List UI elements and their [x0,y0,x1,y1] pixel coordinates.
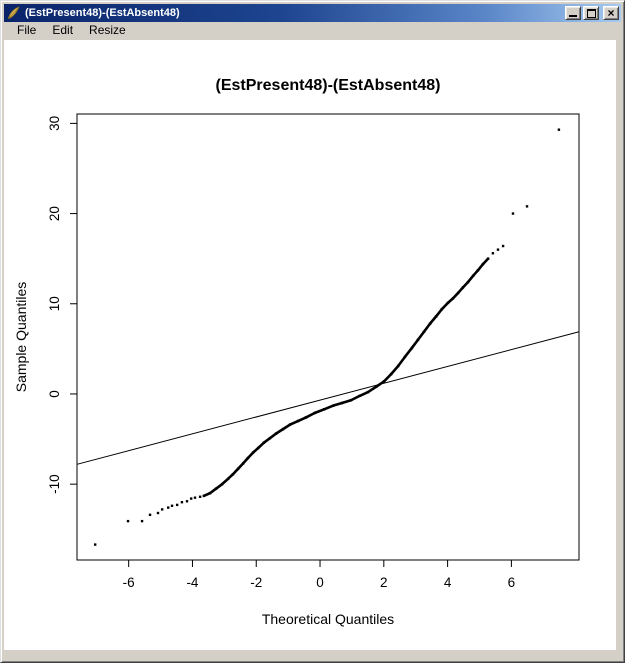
plot-box [76,113,580,561]
plot-title: (EstPresent48)-(EstAbsent48) [216,77,441,94]
menu-bar: File Edit Resize [4,22,621,40]
data-point [501,244,505,248]
data-band-segment [349,394,362,402]
reference-line [76,331,580,465]
data-band-segment [389,364,400,376]
data-point [170,504,174,507]
x-tick-label: -4 [186,575,198,590]
data-band-segment [288,419,300,426]
data-point [148,513,152,517]
y-tick-label: 0 [47,390,62,398]
title-bar[interactable]: (EstPresent48)-(EstAbsent48) × [4,4,621,22]
x-tick-label: -2 [250,575,262,590]
minimize-button[interactable] [565,6,581,20]
y-tick-label: 20 [47,206,62,221]
minimize-icon [569,15,577,17]
data-band-segment [428,315,438,325]
data-band-segment [340,398,353,405]
data-band-segment [422,322,432,334]
data-point [525,205,529,208]
data-point [126,519,130,523]
data-band-segment [374,380,386,389]
data-band-segment [366,385,378,394]
data-band-segment [434,307,444,318]
data-point [511,212,515,215]
y-tick-label: 10 [47,296,62,311]
y-axis-label: Sample Quantiles [13,282,29,393]
data-point [167,506,170,509]
data-band-segment [396,355,407,368]
x-tick-label: 6 [508,575,516,590]
qq-plot: (EstPresent48)-(EstAbsent48) -6 -4 -2 0 2 4 6 -1… [13,77,580,627]
close-button[interactable]: × [603,6,619,20]
plot-canvas: (EstPresent48)-(EstAbsent48) -6 -4 -2 0 2 4 6 -1… [4,40,616,650]
menu-item-file[interactable]: File [17,23,37,37]
data-band-segment [322,404,335,411]
menu-item-resize[interactable]: Resize [89,23,126,37]
data-point [180,500,184,504]
data-band-segment [403,346,414,359]
data-point [557,128,561,131]
x-tick-label: 2 [380,575,388,590]
data-point [175,503,179,507]
data-point [496,248,500,251]
data-band-segment [331,401,344,407]
data-point [185,500,189,503]
data-point [160,508,164,511]
data-point [140,519,144,523]
x-tick-label: 4 [444,575,452,590]
x-tick-label: 0 [316,575,324,590]
data-band-segment [382,372,393,383]
menu-item-edit[interactable]: Edit [52,23,74,37]
data-band-segment [296,416,308,423]
data-point [486,257,490,260]
data-point [156,511,160,515]
r-feather-icon[interactable] [7,6,21,20]
data-band-segment [313,407,326,415]
data-band-segment [416,330,426,342]
data-point [198,495,202,498]
close-icon: × [607,6,615,20]
window-title: (EstPresent48)-(EstAbsent48) [25,7,180,19]
data-point [93,543,97,546]
maximize-icon [586,9,596,18]
data-point [193,496,197,499]
data-point [491,252,495,255]
y-tick-label: -10 [47,474,62,494]
data-band-segment [410,338,420,350]
x-tick-label: -6 [123,575,135,590]
data-point [189,497,193,500]
y-tick-label: 30 [47,116,62,131]
x-axis-label: Theoretical Quantiles [262,611,394,627]
data-band-segment [304,411,317,419]
maximize-button[interactable] [583,6,599,20]
data-band-segment [358,390,370,398]
